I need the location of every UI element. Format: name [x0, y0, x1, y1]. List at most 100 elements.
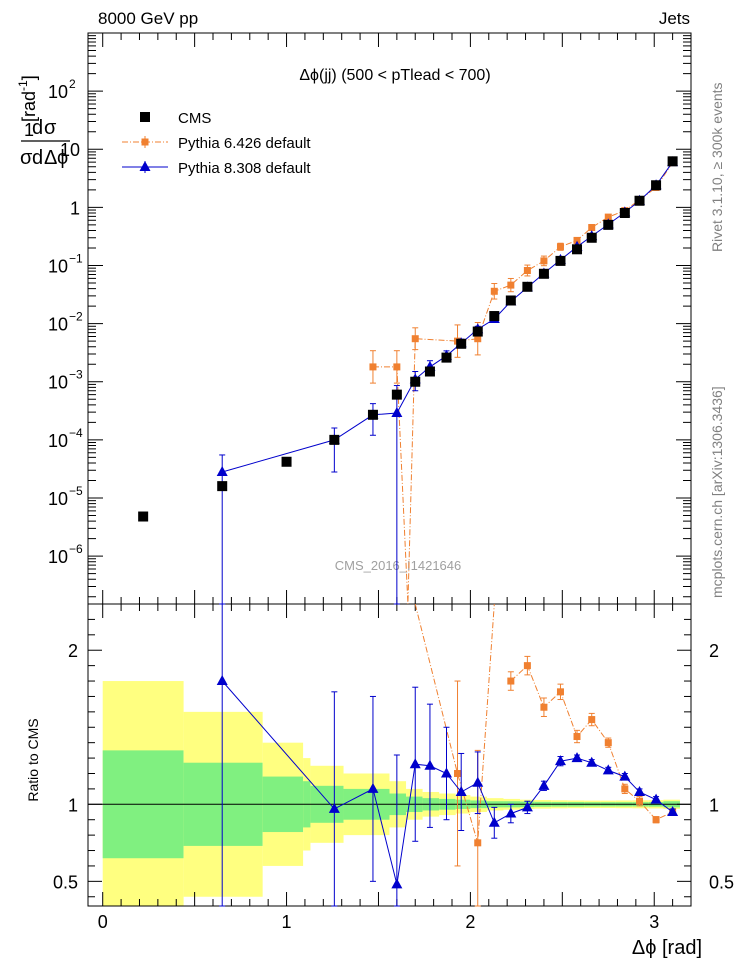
- x-tick-label: 1: [282, 912, 292, 932]
- pythia6-point: [490, 287, 498, 295]
- cms-point: [634, 195, 645, 206]
- cms-point: [586, 232, 597, 243]
- legend-pythia8-marker: [139, 161, 151, 171]
- cms-point: [410, 376, 421, 387]
- pythia8-ratio-point: [367, 782, 379, 793]
- ratio-series: [216, 603, 679, 907]
- cms-point: [603, 219, 614, 230]
- pythia8-ratio-point: [619, 770, 631, 781]
- legend-label: Pythia 6.426 default: [178, 135, 311, 152]
- cms-point: [489, 311, 500, 322]
- cms-point: [217, 481, 228, 492]
- pythia6-ratio-extra-line: [414, 603, 495, 843]
- pythia8-ratio-point: [409, 758, 421, 769]
- y-tick-exponent: −3: [69, 368, 83, 382]
- pythia8-ratio-point: [472, 776, 484, 787]
- y-tick-exponent: −6: [69, 542, 83, 556]
- pythia6-ratio-point: [652, 816, 660, 824]
- pythia8-ratio-point: [634, 785, 646, 796]
- legend-label: Pythia 8.308 default: [178, 160, 311, 177]
- pythia8-ratio-point: [216, 675, 228, 686]
- pythia8-ratio-point: [586, 756, 598, 767]
- y-tick-exponent: 2: [69, 77, 76, 91]
- ratio-y-tick-label: 1: [68, 795, 78, 815]
- pythia8-ratio-point: [424, 759, 436, 770]
- y-tick-exponent: −5: [69, 484, 83, 498]
- watermark: CMS_2016_I1421646: [335, 558, 462, 573]
- ratio-frame: [87, 603, 692, 907]
- pythia6-point: [604, 213, 612, 221]
- cms-point: [281, 456, 292, 467]
- cms-point: [572, 244, 583, 255]
- y-tick-exponent: −4: [69, 426, 83, 440]
- pythia8-point: [216, 465, 228, 476]
- ratio-y-tick-label-right: 0.5: [709, 872, 734, 892]
- y-tick-label: 10: [48, 489, 68, 509]
- ratio-ylabel: Ratio to CMS: [25, 718, 41, 801]
- pythia8-ratio-point: [391, 878, 403, 889]
- pythia6-ratio-point: [454, 769, 462, 777]
- svg-text:ϕ: ϕ: [57, 147, 68, 169]
- pythia6-point: [474, 335, 482, 343]
- svg-text:σ: σ: [20, 147, 33, 169]
- y-tick-label: 10: [48, 82, 68, 102]
- y-tick-exponent: −1: [69, 251, 83, 265]
- pythia8-point: [391, 406, 403, 417]
- pythia8-ratio-point: [505, 807, 517, 818]
- pythia6-point: [556, 243, 564, 251]
- svg-text:d: d: [32, 147, 43, 169]
- pythia6-ratio-line: [510, 664, 673, 821]
- y-tick-label: 1: [70, 198, 80, 218]
- cms-point: [424, 366, 435, 377]
- pythia6-point: [588, 224, 596, 232]
- plot-title: Δϕ(jj) (500 < pTlead < 700): [299, 67, 490, 84]
- pythia8-ratio-point: [328, 802, 340, 813]
- pythia8-ratio-point: [455, 785, 467, 796]
- ratio-y-tick-label-right: 2: [709, 641, 719, 661]
- cms-point: [667, 156, 678, 167]
- x-tick-label: 0: [98, 912, 108, 932]
- cms-point: [651, 180, 662, 191]
- y-tick-label: 10: [60, 140, 80, 160]
- legend: CMS Pythia 6.426 default Pythia 8.308 defa…: [122, 110, 311, 177]
- ratio-y-tick-label: 0.5: [53, 872, 78, 892]
- pythia6-ratio-point: [636, 797, 644, 805]
- pythia8-ratio-point: [521, 801, 533, 812]
- legend-label: CMS: [178, 110, 211, 127]
- y-tick-label: 10: [48, 315, 68, 335]
- ratio-y-tick-label-right: 1: [709, 795, 719, 815]
- svg-text:σ: σ: [44, 117, 57, 139]
- svg-text:1: 1: [24, 120, 34, 140]
- y-tick-label: 10: [48, 431, 68, 451]
- pythia8-ratio-point: [488, 816, 500, 827]
- pythia6-ratio-point: [588, 716, 596, 724]
- legend-cms-marker: [140, 112, 150, 122]
- pythia6-point: [573, 236, 581, 244]
- cms-point: [441, 352, 452, 363]
- pythia8-ratio-point: [538, 779, 550, 790]
- y-tick-exponent: −2: [69, 310, 83, 324]
- cms-point: [505, 295, 516, 306]
- cms-point: [555, 255, 566, 266]
- svg-text:Δ: Δ: [44, 147, 57, 169]
- pythia6-ratio-point: [523, 662, 531, 670]
- pythia6-ratio-point: [556, 688, 564, 696]
- pythia6-ratio-point: [507, 677, 515, 685]
- process-label: Jets: [659, 9, 690, 28]
- pythia8-ratio-point: [440, 767, 452, 778]
- pythia8-ratio-point: [554, 755, 566, 766]
- pythia6-ratio-point: [540, 703, 548, 711]
- cms-point: [367, 409, 378, 420]
- pythia6-point: [523, 267, 531, 275]
- ratio-y-tick-label: 2: [68, 641, 78, 661]
- pythia6-ratio-point: [604, 739, 612, 747]
- axes-frames: [87, 32, 692, 907]
- energy-label: 8000 GeV pp: [98, 9, 198, 28]
- pythia8-line: [222, 161, 674, 473]
- cms-point: [329, 434, 340, 445]
- cms-point: [472, 326, 483, 337]
- x-tick-label: 2: [465, 912, 475, 932]
- svg-text:[rad-1]: [rad-1]: [16, 75, 39, 122]
